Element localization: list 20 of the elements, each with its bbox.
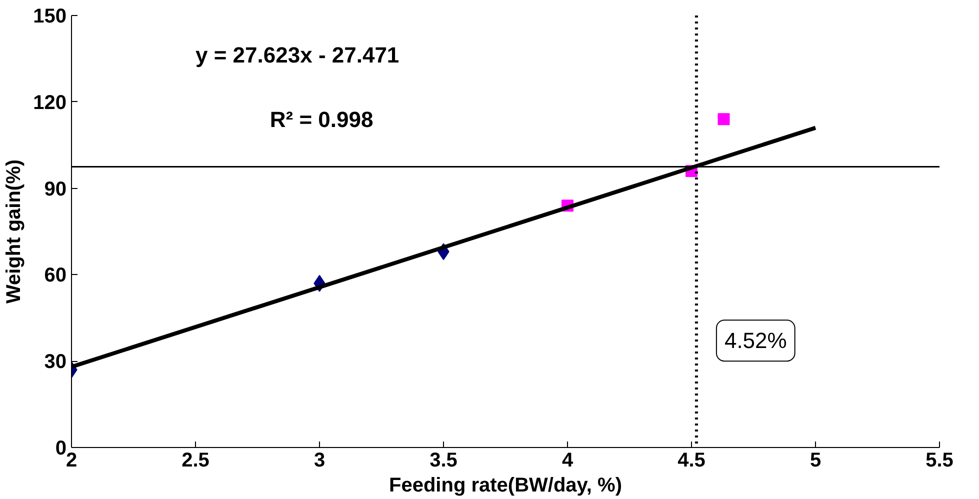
point [718,113,730,126]
x-tick-label: 4 [562,450,574,472]
x-tick-label: 4.5 [678,450,706,472]
x-tick-label: 5 [810,450,822,472]
y-tick-label: 90 [44,178,67,200]
ref-line-label: 4.52% [724,328,787,354]
y-tick-label: 150 [33,6,67,28]
y-tick-label: 120 [33,92,67,114]
y-tick-label: 0 [55,438,66,460]
x-tick-label: 3 [314,450,326,472]
x-tick-label: 5.5 [926,450,954,472]
y-axis-title: Weight gain(%) [3,159,26,304]
y-tick-label: 30 [44,351,67,374]
x-tick-label: 2 [66,450,78,472]
x-axis-title: Feeding rate(BW/day, %) [389,474,622,496]
x-tick-label: 2.5 [182,450,210,472]
x-tick-label: 3.5 [430,450,458,472]
annotation: R² = 0.998 [270,107,374,132]
y-tick-label: 60 [44,264,67,287]
annotation: y = 27.623x - 27.471 [196,42,400,68]
